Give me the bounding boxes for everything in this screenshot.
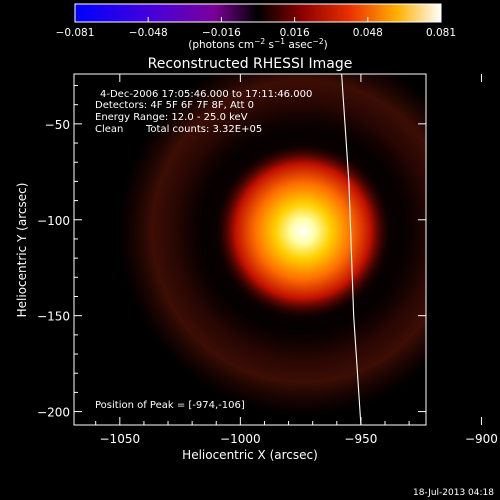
chart-title: Reconstructed RHESSI Image <box>148 56 353 72</box>
info-total-counts: Total counts: 3.32E+05 <box>145 124 262 135</box>
x-axis-label: Heliocentric X (arcsec) <box>182 448 318 462</box>
x-tick-label: −900 <box>465 432 498 446</box>
colorbar-tick-label: −0.081 <box>56 27 95 39</box>
y-tick-label: −200 <box>37 406 70 420</box>
info-energy-range: Energy Range: 12.0 - 25.0 keV <box>95 112 248 123</box>
y-tick-label: −50 <box>45 118 70 132</box>
info-detectors: Detectors: 4F 5F 6F 7F 8F, Att 0 <box>95 100 254 111</box>
plot-area: −1050 −1000 −950 −900 −50 −100 −150 −200 4-Dec… <box>37 73 498 446</box>
colorbar-tick-label: 0.048 <box>353 27 383 39</box>
y-tick-label: −150 <box>37 310 70 324</box>
colorbar-unit-label: (photons cm−2 s−1 asec−2) <box>188 37 327 51</box>
colorbar-tick-label: 0.016 <box>280 27 310 39</box>
colorbar: −0.081 −0.048 −0.016 0.016 0.048 0.081 (photo… <box>56 3 456 51</box>
plot-frame <box>73 73 427 426</box>
x-axis: −1050 −1000 −950 −900 <box>95 74 498 446</box>
footer-timestamp: 18-Jul-2013 04:18 <box>413 488 494 498</box>
colorbar-tick-label: 0.081 <box>426 27 456 39</box>
colorbar-ticks: −0.081 −0.048 −0.016 0.016 0.048 0.081 <box>56 17 456 39</box>
info-peak-position: Position of Peak = [-974,-106] <box>95 400 245 411</box>
x-tick-label: −1000 <box>220 432 261 446</box>
colorbar-gradient <box>74 3 442 23</box>
x-tick-label: −950 <box>344 432 377 446</box>
info-time-range: 4-Dec-2006 17:05:46.000 to 17:11:46.000 <box>100 89 312 100</box>
x-tick-label: −1050 <box>100 432 141 446</box>
y-axis-label: Heliocentric Y (arcsec) <box>15 183 29 318</box>
solar-limb-line <box>341 74 362 425</box>
y-axis: −50 −100 −150 −200 <box>37 85 426 420</box>
info-method: Clean <box>95 124 123 135</box>
y-tick-label: −100 <box>37 214 70 228</box>
colorbar-tick-label: −0.016 <box>202 27 241 39</box>
source-peak <box>216 144 390 318</box>
colorbar-tick-label: −0.048 <box>129 27 168 39</box>
